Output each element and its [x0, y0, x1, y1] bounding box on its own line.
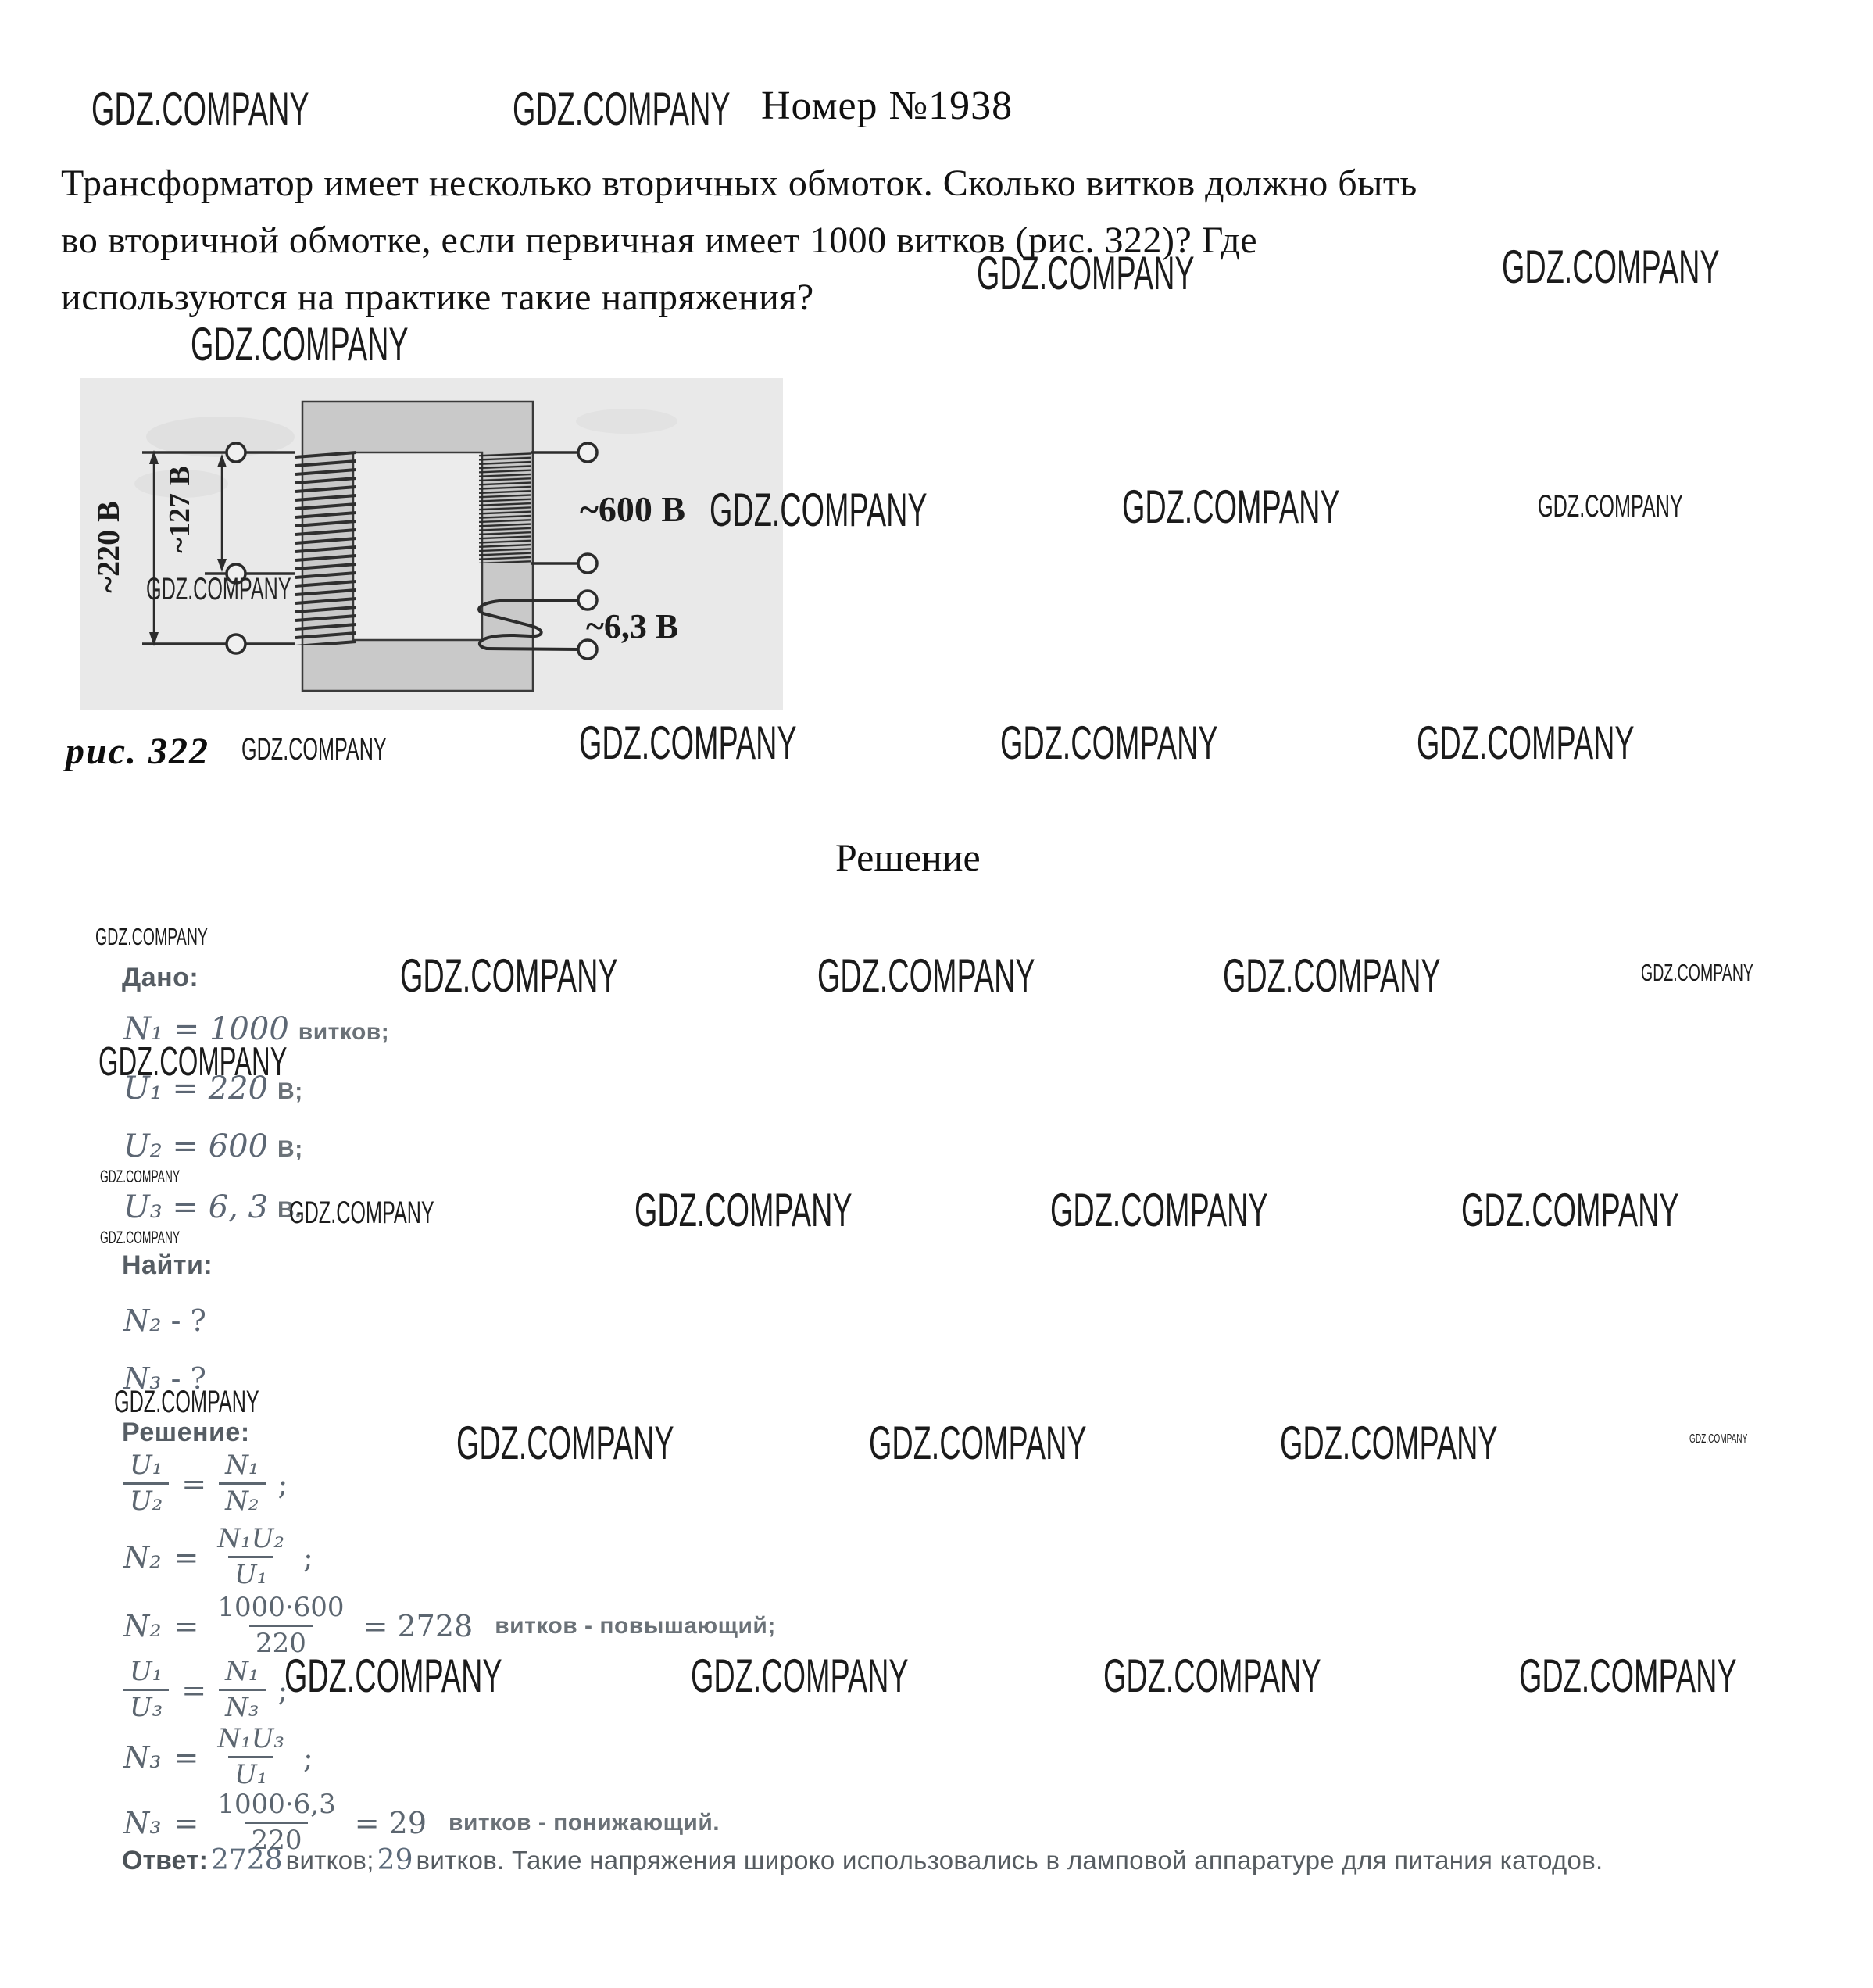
- formula-ratio-u1u2: U₁ U₂ = N₁ N₂ ;: [123, 1450, 288, 1517]
- watermark: GDZ.COMPANY: [869, 1417, 1087, 1469]
- fraction: U₁ U₃: [123, 1656, 170, 1723]
- given-label: Дано:: [122, 963, 199, 992]
- watermark: GDZ.COMPANY: [100, 1228, 181, 1247]
- answer-line: Ответ: 2728 витков; 29 витков. Такие нап…: [122, 1844, 1603, 1876]
- fraction: N₁U₂ U₁: [217, 1523, 284, 1591]
- watermark: GDZ.COMPANY: [95, 923, 208, 950]
- formula-ratio-u1u3: U₁ U₃ = N₁ N₃ ;: [123, 1656, 288, 1723]
- watermark: GDZ.COMPANY: [1417, 717, 1635, 769]
- watermark: GDZ.COMPANY: [456, 1417, 674, 1469]
- watermark: GDZ.COMPANY: [1103, 1650, 1321, 1702]
- core-window: [352, 451, 484, 642]
- formula-n2-result: N₂ = 1000·600 220 = 2728 витков - повышаю…: [123, 1592, 776, 1660]
- secondary-wires: [531, 451, 578, 565]
- watermark: GDZ.COMPANY: [1689, 1432, 1748, 1446]
- watermark: GDZ.COMPANY: [1641, 959, 1753, 986]
- watermark: GDZ.COMPANY: [400, 949, 618, 1002]
- figure-label-220: ~220 В: [91, 501, 126, 592]
- figure-label-600: ~600 В: [580, 489, 685, 529]
- problem-text-line: используются на практике такие напряжени…: [61, 277, 814, 318]
- watermark: GDZ.COMPANY: [284, 1650, 502, 1702]
- fraction: U₁ U₂: [123, 1450, 170, 1517]
- watermark: GDZ.COMPANY: [191, 318, 409, 370]
- given-line: U₁ = 220 В;: [123, 1071, 303, 1107]
- dimension-220: [149, 450, 159, 646]
- watermark: GDZ.COMPANY: [579, 717, 797, 769]
- figure-caption: рис. 322: [66, 731, 209, 772]
- given-line: U₃ = 6, 3 В.: [123, 1189, 302, 1225]
- watermark: GDZ.COMPANY: [1538, 489, 1683, 524]
- work-label: Решение:: [122, 1418, 250, 1447]
- watermark: GDZ.COMPANY: [1461, 1184, 1679, 1236]
- figure-label-127: ~127 В: [163, 466, 196, 553]
- watermark: GDZ.COMPANY: [100, 1167, 181, 1186]
- given-line: N₁ = 1000 витков;: [123, 1011, 390, 1047]
- figure-label-63: ~6,3 В: [586, 607, 678, 645]
- secondary-winding-63: [477, 599, 580, 651]
- watermark: GDZ.COMPANY: [1223, 949, 1441, 1002]
- formula-n3-result: N₃ = 1000·6,3 220 = 29 витков - понижающи…: [123, 1789, 720, 1857]
- secondary-winding-600: [479, 452, 531, 563]
- watermark: GDZ.COMPANY: [1122, 481, 1340, 533]
- given-line: U₂ = 600 В;: [123, 1128, 303, 1164]
- watermark: GDZ.COMPANY: [710, 484, 928, 536]
- watermark: GDZ.COMPANY: [1280, 1417, 1498, 1469]
- dimension-127: [217, 454, 227, 572]
- watermark: GDZ.COMPANY: [634, 1184, 853, 1236]
- primary-wires: [142, 451, 295, 645]
- solution-heading: Решение: [835, 835, 981, 879]
- watermark: GDZ.COMPANY: [1050, 1184, 1268, 1236]
- terminals: [225, 442, 599, 660]
- find-line: N₃ - ?: [123, 1361, 206, 1396]
- watermark: GDZ.COMPANY: [289, 1196, 434, 1230]
- watermark: GDZ.COMPANY: [1519, 1650, 1737, 1702]
- problem-text-line: во вторичной обмотке, если первичная име…: [61, 220, 1258, 261]
- watermark: GDZ.COMPANY: [513, 83, 731, 135]
- page-title: Номер №1938: [761, 84, 1013, 128]
- figure-322: ~220 В ~127 В ~600 В ~6,3 В GDZ.COMPANY: [80, 378, 783, 710]
- find-label: Найти:: [122, 1250, 213, 1280]
- answer-label: Ответ:: [122, 1846, 208, 1875]
- fraction: 1000·6,3 220: [217, 1789, 336, 1857]
- watermark: GDZ.COMPANY: [98, 1039, 288, 1085]
- watermark: GDZ.COMPANY: [91, 83, 309, 135]
- formula-n3-expression: N₃ = N₁U₃ U₁ ;: [123, 1723, 313, 1791]
- watermark: GDZ.COMPANY: [1502, 241, 1720, 293]
- watermark: GDZ.COMPANY: [114, 1385, 259, 1419]
- fraction: N₁ N₃: [219, 1656, 266, 1723]
- watermark: GDZ.COMPANY: [146, 572, 291, 606]
- find-line: N₂ - ?: [123, 1303, 206, 1338]
- fraction: N₁ N₂: [219, 1450, 266, 1517]
- watermark: GDZ.COMPANY: [691, 1650, 909, 1702]
- primary-winding: [295, 450, 356, 645]
- fraction: N₁U₃ U₁: [217, 1723, 284, 1791]
- formula-n2-expression: N₂ = N₁U₂ U₁ ;: [123, 1523, 313, 1591]
- problem-text-line: Трансформатор имеет несколько вторичных …: [61, 163, 1417, 204]
- watermark: GDZ.COMPANY: [1000, 717, 1218, 769]
- watermark: GDZ.COMPANY: [977, 247, 1195, 299]
- watermark: GDZ.COMPANY: [817, 949, 1035, 1002]
- watermark: GDZ.COMPANY: [241, 732, 387, 767]
- fraction: 1000·600 220: [217, 1592, 345, 1660]
